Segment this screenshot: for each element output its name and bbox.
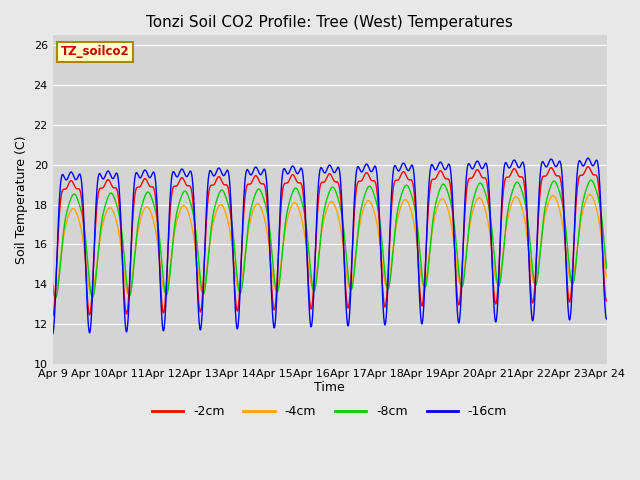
-16cm xyxy=(318,166,326,171)
Title: Tonzi Soil CO2 Profile: Tree (West) Temperatures: Tonzi Soil CO2 Profile: Tree (West) Temp… xyxy=(146,15,513,30)
Line: -8cm: -8cm xyxy=(52,180,607,298)
X-axis label: Time: Time xyxy=(314,382,345,395)
-2cm xyxy=(584,164,592,169)
-16cm xyxy=(587,159,595,165)
-16cm xyxy=(485,181,493,187)
-4cm xyxy=(587,192,595,198)
-8cm xyxy=(587,178,595,183)
Y-axis label: Soil Temperature (C): Soil Temperature (C) xyxy=(15,135,28,264)
-8cm xyxy=(587,177,595,183)
-2cm xyxy=(603,298,611,304)
-8cm xyxy=(587,177,595,183)
Line: -2cm: -2cm xyxy=(52,167,607,316)
-4cm xyxy=(49,288,56,294)
-4cm xyxy=(485,226,493,231)
-4cm xyxy=(586,192,594,198)
-8cm xyxy=(52,295,60,301)
Text: TZ_soilco2: TZ_soilco2 xyxy=(61,45,129,58)
-4cm xyxy=(319,226,326,231)
-8cm xyxy=(319,220,326,226)
-16cm xyxy=(603,316,611,322)
Legend: -2cm, -4cm, -8cm, -16cm: -2cm, -4cm, -8cm, -16cm xyxy=(147,400,512,423)
-4cm xyxy=(77,227,85,233)
-8cm xyxy=(49,280,56,286)
-8cm xyxy=(77,208,85,214)
-2cm xyxy=(303,258,311,264)
-4cm xyxy=(603,274,611,279)
-2cm xyxy=(49,313,56,319)
-16cm xyxy=(584,155,592,161)
-2cm xyxy=(587,168,595,173)
-2cm xyxy=(77,192,84,197)
-2cm xyxy=(587,167,595,173)
-8cm xyxy=(304,235,312,240)
-16cm xyxy=(587,159,595,165)
-4cm xyxy=(587,192,595,198)
Line: -16cm: -16cm xyxy=(52,158,607,334)
-16cm xyxy=(303,260,311,265)
-2cm xyxy=(485,196,493,202)
-16cm xyxy=(77,174,84,180)
Line: -4cm: -4cm xyxy=(52,195,607,296)
-2cm xyxy=(318,180,326,185)
-8cm xyxy=(485,205,493,211)
-16cm xyxy=(49,331,56,337)
-8cm xyxy=(603,265,611,271)
-4cm xyxy=(304,255,312,261)
-4cm xyxy=(51,293,58,299)
